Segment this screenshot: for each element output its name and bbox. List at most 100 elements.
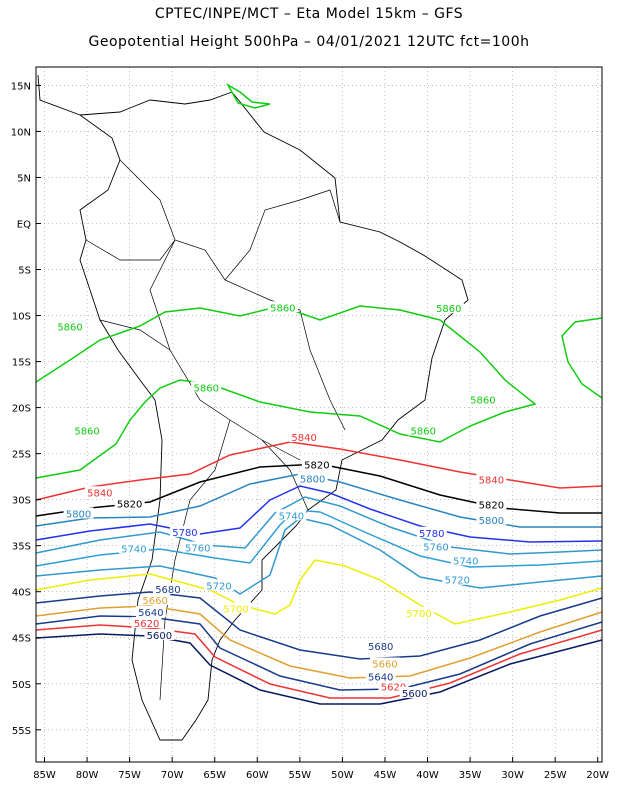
lon-tick-label: 55W xyxy=(289,770,312,781)
lat-tick-label: 5S xyxy=(18,266,31,277)
contour-line-5860 xyxy=(226,82,271,109)
lon-tick-label: 65W xyxy=(203,770,226,781)
contour-label-5860: 5860 xyxy=(470,395,495,406)
contour-label-bg xyxy=(63,507,94,519)
contour-line-5600 xyxy=(35,633,603,705)
contour-label-bg xyxy=(404,606,435,618)
contour-line-5860 xyxy=(35,305,537,479)
contour-label-5600: 5600 xyxy=(147,631,172,642)
contour-label-5620: 5620 xyxy=(134,619,159,630)
contour-label-bg xyxy=(365,640,396,652)
contour-label-bg xyxy=(369,657,400,669)
contour-label-5680: 5680 xyxy=(155,585,180,596)
contour-label-bg xyxy=(72,424,103,436)
contour-label-5840: 5840 xyxy=(87,488,112,499)
contour-label-5760: 5760 xyxy=(423,543,448,554)
contour-label-5620: 5620 xyxy=(381,683,406,694)
contour-label-bg xyxy=(416,526,447,538)
contour-label-5860: 5860 xyxy=(193,383,218,394)
contour-line-5660 xyxy=(35,605,603,679)
contour-label-bg xyxy=(169,525,200,537)
contour-label-bg xyxy=(378,680,409,692)
contour-line-5700 xyxy=(35,559,603,625)
lat-tick-label: 40S xyxy=(12,588,31,599)
graticule-grid xyxy=(36,67,602,762)
contour-label-bg xyxy=(203,579,234,591)
chart-title-line1: CPTEC/INPE/MCT – Eta Model 15km – GFS xyxy=(154,6,464,22)
contour-label-bg xyxy=(118,542,149,554)
contour-labels: 5860 5860 5860 5860 5860 5860 5860 5840 5840 5840… xyxy=(55,301,507,700)
lon-tick-label: 80W xyxy=(76,770,99,781)
contour-line-5720 xyxy=(35,517,603,595)
contour-label-5640: 5640 xyxy=(138,608,163,619)
lat-tick-label: 10S xyxy=(12,312,31,323)
contour-label-bg xyxy=(442,573,473,585)
contour-label-5800: 5800 xyxy=(300,474,325,485)
contour-line-5680 xyxy=(35,591,603,660)
chart-title-line2: Geopotential Height 500hPa – 04/01/2021 … xyxy=(88,34,530,50)
contour-label-5600: 5600 xyxy=(402,689,427,700)
contour-label-bg xyxy=(433,302,464,314)
contour-line-5860 xyxy=(561,317,603,399)
contour-label-5740: 5740 xyxy=(453,556,478,567)
contour-label-5660: 5660 xyxy=(372,660,397,671)
lat-tick-label: 5N xyxy=(17,173,31,184)
lat-tick-label: 30S xyxy=(12,496,31,507)
lon-tick-label: 35W xyxy=(459,770,482,781)
contour-label-5660: 5660 xyxy=(142,596,167,607)
contour-label-5860: 5860 xyxy=(270,303,295,314)
axis-labels: 15N 10N 5N EQ 5S 10S 15S 20S 25S 30S 35S 40S 45S 50S 5… xyxy=(11,81,609,781)
contour-label-bg xyxy=(399,686,430,698)
contour-label-5720: 5720 xyxy=(206,581,231,592)
contour-label-bg xyxy=(289,431,320,443)
lon-tick-label: 75W xyxy=(118,770,141,781)
contour-label-bg xyxy=(135,605,166,617)
lon-tick-label: 20W xyxy=(586,770,609,781)
contour-label-5820: 5820 xyxy=(117,499,142,510)
lon-tick-label: 30W xyxy=(501,770,524,781)
contour-label-bg xyxy=(476,473,507,485)
contour-lines xyxy=(35,82,603,705)
contour-label-bg xyxy=(450,554,481,566)
contour-label-bg xyxy=(140,593,171,605)
lat-tick-label: 45S xyxy=(12,634,31,645)
contour-line-5760 xyxy=(35,496,603,555)
lat-tick-label: 15N xyxy=(11,81,31,92)
contour-label-bg xyxy=(191,381,222,393)
contour-label-5640: 5640 xyxy=(368,672,393,683)
contour-label-bg xyxy=(221,602,252,614)
map-frame xyxy=(35,66,603,763)
contour-label-5780: 5780 xyxy=(172,528,197,539)
contour-label-bg xyxy=(301,458,332,470)
contour-label-bg xyxy=(182,541,213,553)
contour-label-5740: 5740 xyxy=(279,511,304,522)
contour-label-5840: 5840 xyxy=(291,433,316,444)
contour-label-5860: 5860 xyxy=(74,427,99,438)
contour-label-5720: 5720 xyxy=(445,576,470,587)
lat-tick-label: EQ xyxy=(17,219,31,230)
contour-label-bg xyxy=(467,393,498,405)
contour-label-bg xyxy=(276,509,307,521)
contour-line-5780 xyxy=(35,485,603,543)
contour-label-5680: 5680 xyxy=(368,642,393,653)
contour-label-bg xyxy=(297,472,328,484)
contour-label-bg xyxy=(131,617,162,628)
contour-label-5820: 5820 xyxy=(304,461,329,472)
lon-tick-label: 70W xyxy=(161,770,184,781)
contour-label-bg xyxy=(84,486,115,498)
contour-label-bg xyxy=(421,540,452,552)
contour-label-bg xyxy=(365,670,396,682)
contour-label-5700: 5700 xyxy=(406,609,431,620)
lon-tick-label: 60W xyxy=(246,770,269,781)
contour-line-5640 xyxy=(35,615,603,691)
contour-label-bg xyxy=(144,628,175,640)
lat-tick-label: 10N xyxy=(11,127,31,138)
lat-tick-label: 25S xyxy=(12,450,31,461)
contour-label-5740: 5740 xyxy=(121,544,146,555)
contour-label-5820: 5820 xyxy=(479,500,504,511)
lat-tick-label: 15S xyxy=(12,358,31,369)
contour-label-5700: 5700 xyxy=(223,604,248,615)
lat-tick-label: 20S xyxy=(12,404,31,415)
contour-label-5800: 5800 xyxy=(66,509,91,520)
lat-tick-label: 55S xyxy=(12,726,31,737)
